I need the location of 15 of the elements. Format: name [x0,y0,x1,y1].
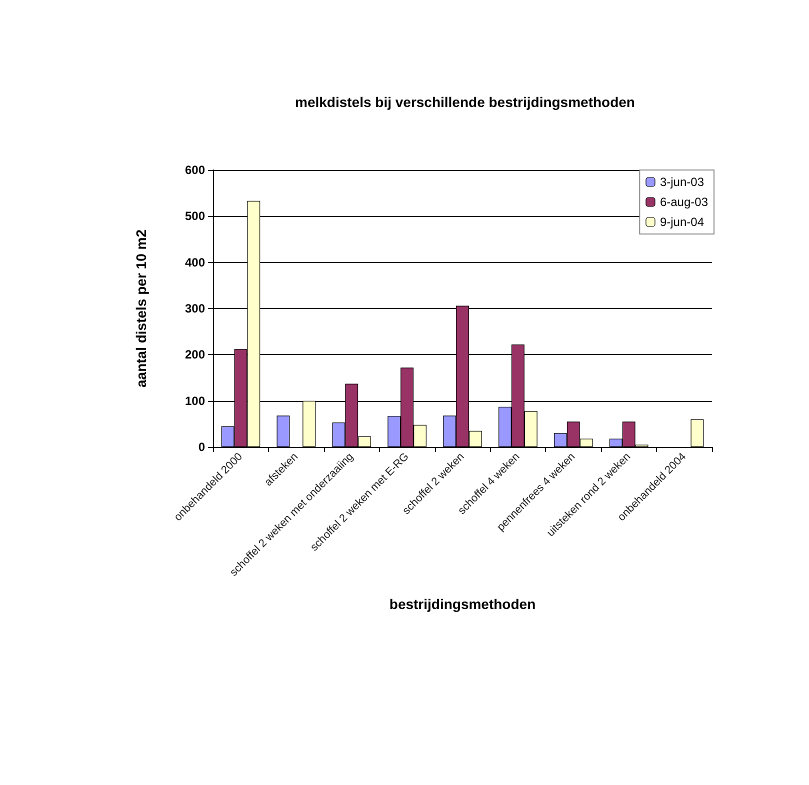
bar [276,416,290,447]
chart-title: melkdistels bij verschillende bestrijdingsmethoden [295,94,635,110]
y-tick-label: 300 [184,302,206,316]
y-tick-label: 0 [198,440,206,454]
legend-label: 3-jun-03 [660,175,704,189]
x-axis-title: bestrijdingsmethoden [389,596,536,612]
y-tick-label: 100 [184,394,206,408]
legend-label: 6-aug-03 [660,195,708,209]
y-tick-label: 500 [184,209,206,224]
y-tick-label: 400 [184,255,206,270]
y-tick-label: 200 [184,348,206,362]
legend-label: 9-jun-04 [660,215,704,229]
y-axis-title: aantal distels per 10 m2 [133,229,149,388]
bar [690,419,704,447]
y-tick-label: 600 [184,163,206,177]
